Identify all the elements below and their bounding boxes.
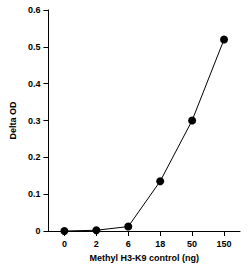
svg-text:Methyl H3-K9 control (ng): Methyl H3-K9 control (ng) (89, 253, 199, 263)
svg-text:2: 2 (94, 239, 99, 249)
svg-text:Delta OD: Delta OD (8, 101, 18, 140)
svg-text:0.4: 0.4 (28, 79, 41, 89)
svg-text:0: 0 (62, 239, 67, 249)
svg-text:0.6: 0.6 (28, 5, 41, 15)
svg-text:0.3: 0.3 (28, 116, 41, 126)
svg-text:150: 150 (217, 239, 232, 249)
svg-text:18: 18 (155, 239, 165, 249)
svg-text:6: 6 (126, 239, 131, 249)
svg-text:0.5: 0.5 (28, 42, 41, 52)
svg-text:0: 0 (35, 226, 40, 236)
svg-text:50: 50 (187, 239, 197, 249)
svg-text:0.2: 0.2 (28, 152, 41, 162)
svg-text:0.1: 0.1 (28, 189, 41, 199)
